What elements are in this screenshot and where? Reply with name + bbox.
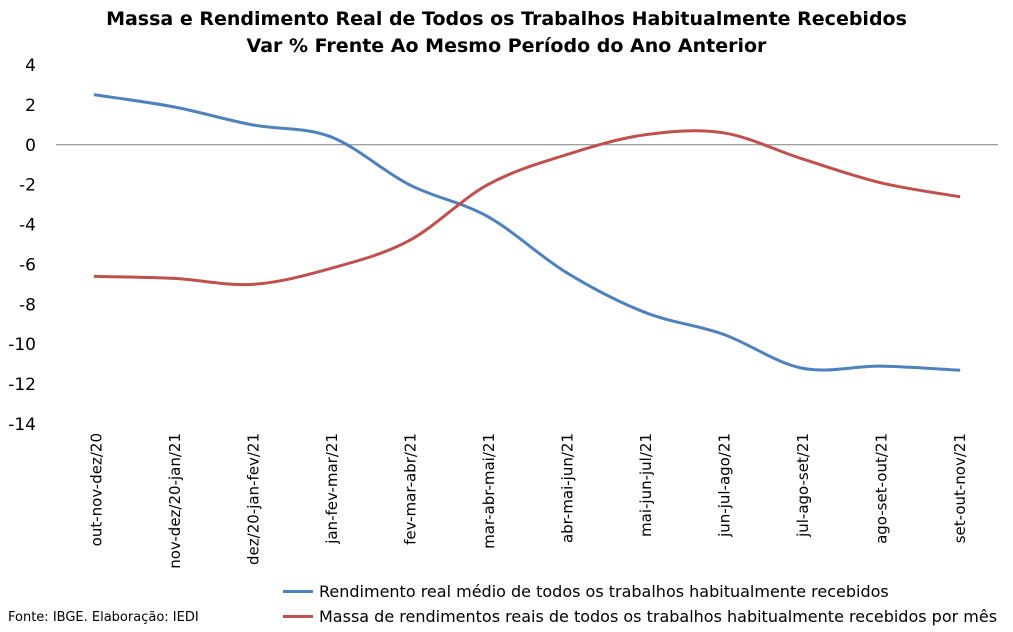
- data-point-series-1: [643, 133, 647, 137]
- data-point-series-1: [878, 181, 882, 185]
- x-tick-label: out-nov-dez/20: [87, 433, 105, 546]
- x-tick-label: jul-ago-set/21: [794, 433, 812, 538]
- chart-subtitle: Var % Frente Ao Mesmo Período do Ano Ant…: [246, 35, 767, 57]
- x-tick-label: abr-mai-jun/21: [558, 433, 576, 543]
- x-tick-label: jun-jul-ago/21: [715, 433, 733, 538]
- y-tick-label: -8: [19, 295, 36, 315]
- x-tick-label: fev-mar-abr/21: [401, 433, 419, 545]
- y-tick-label: -6: [19, 255, 36, 275]
- data-point-series-0: [329, 135, 333, 139]
- series-line-0: [93, 93, 961, 372]
- legend-item-rendimento: Rendimento real médio de todos os trabal…: [283, 582, 889, 601]
- data-point-series-1: [172, 276, 176, 280]
- data-point-series-0: [957, 368, 961, 372]
- data-point-series-0: [93, 93, 97, 97]
- y-tick-label: 2: [25, 96, 36, 116]
- x-tick-label: mar-abr-mai/21: [480, 433, 498, 549]
- data-point-series-1: [564, 153, 568, 157]
- data-point-series-0: [486, 215, 490, 219]
- y-tick-label: -14: [8, 415, 36, 435]
- data-point-series-0: [172, 105, 176, 109]
- data-point-series-0: [800, 366, 804, 370]
- data-point-series-0: [407, 183, 411, 187]
- data-point-series-1: [721, 131, 725, 135]
- y-tick-label: -4: [19, 216, 36, 236]
- data-point-series-0: [721, 332, 725, 336]
- y-tick-label: 4: [25, 56, 36, 76]
- data-point-series-0: [564, 270, 568, 274]
- data-point-series-1: [329, 266, 333, 270]
- x-tick-label: jan-fev-mar/21: [323, 433, 341, 545]
- x-tick-label: set-out-nov/21: [951, 433, 969, 543]
- legend-label-massa: Massa de rendimentos reais de todos os t…: [319, 607, 998, 626]
- x-tick-label: ago-set-out/21: [872, 433, 890, 544]
- legend-label-rendimento: Rendimento real médio de todos os trabal…: [319, 582, 889, 601]
- data-point-series-1: [250, 282, 254, 286]
- legend-swatch-massa: [283, 615, 313, 618]
- legend-swatch-rendimento: [283, 590, 313, 593]
- x-tick-label: nov-dez/20-jan/21: [166, 433, 184, 569]
- x-tick-label: mai-jun-jul/21: [637, 433, 655, 537]
- chart-title: Massa e Rendimento Real de Todos os Trab…: [106, 8, 907, 30]
- y-tick-label: -2: [19, 176, 36, 196]
- series-line-1: [93, 129, 961, 287]
- data-point-series-1: [486, 183, 490, 187]
- y-tick-label: 0: [25, 136, 36, 156]
- data-point-series-1: [93, 274, 97, 278]
- legend-item-massa: Massa de rendimentos reais de todos os t…: [283, 607, 997, 626]
- data-point-series-1: [800, 157, 804, 161]
- data-point-series-0: [250, 123, 254, 127]
- y-tick-label: -12: [8, 375, 36, 395]
- data-point-series-0: [643, 310, 647, 314]
- data-point-series-1: [407, 239, 411, 243]
- source-note: Fonte: IBGE. Elaboração: IEDI: [8, 610, 199, 625]
- y-tick-label: -10: [8, 335, 36, 355]
- x-tick-label: dez/20-jan-fev/21: [244, 433, 262, 565]
- data-point-series-0: [878, 364, 882, 368]
- data-point-series-1: [957, 195, 961, 199]
